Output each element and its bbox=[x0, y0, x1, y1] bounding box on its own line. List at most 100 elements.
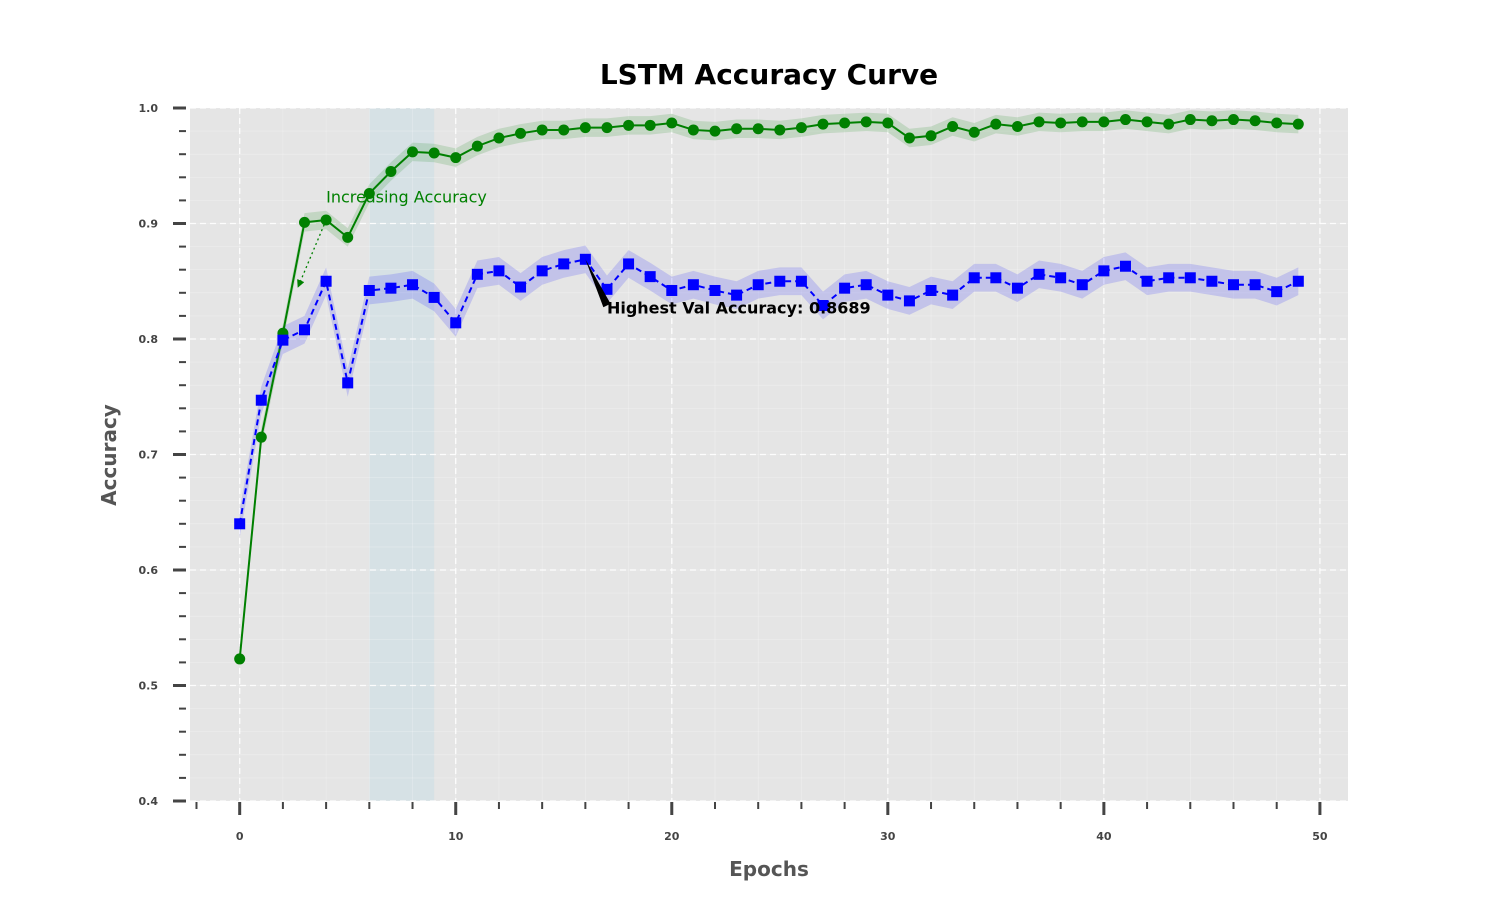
series-0-point bbox=[428, 147, 440, 159]
series-0-point bbox=[666, 117, 678, 129]
series-0-point bbox=[515, 127, 527, 139]
series-0-point bbox=[752, 123, 764, 135]
series-1-point bbox=[1271, 286, 1283, 298]
series-1-point bbox=[471, 268, 483, 280]
series-0-point bbox=[817, 118, 829, 130]
series-1-point bbox=[666, 284, 678, 296]
series-0-point bbox=[1292, 118, 1304, 130]
y-tick-label: 0.6 bbox=[139, 564, 159, 577]
series-0-point bbox=[1249, 115, 1261, 127]
series-0-point bbox=[1271, 117, 1283, 129]
series-1-point bbox=[342, 377, 354, 389]
series-0-point bbox=[795, 122, 807, 134]
series-0-point bbox=[731, 123, 743, 135]
y-tick-label: 1.0 bbox=[139, 102, 159, 115]
series-1-point bbox=[1184, 272, 1196, 284]
series-1-point bbox=[752, 279, 764, 291]
series-0-point bbox=[1011, 120, 1023, 132]
series-1-point bbox=[687, 279, 699, 291]
series-0-point bbox=[839, 117, 851, 129]
x-tick-label: 30 bbox=[880, 830, 896, 843]
series-1-point bbox=[385, 282, 397, 294]
series-0-point bbox=[709, 125, 721, 137]
y-tick-label: 0.8 bbox=[139, 333, 159, 346]
series-1-point bbox=[601, 283, 613, 295]
series-0-point bbox=[903, 132, 915, 144]
series-0-point bbox=[1055, 117, 1067, 129]
series-1-point bbox=[795, 275, 807, 287]
series-1-point bbox=[774, 275, 786, 287]
series-0-point bbox=[1227, 114, 1239, 126]
grid-layer bbox=[190, 107, 1348, 802]
series-1-point bbox=[255, 394, 267, 406]
series-0-point bbox=[385, 166, 397, 178]
series-0-point bbox=[407, 146, 419, 158]
series-0-point bbox=[1098, 116, 1110, 128]
series-0-point bbox=[342, 231, 354, 243]
series-0-point bbox=[579, 122, 591, 134]
series-1-point bbox=[817, 300, 829, 312]
series-1-point bbox=[277, 334, 289, 346]
series-1-point bbox=[990, 272, 1002, 284]
series-1-point bbox=[925, 284, 937, 296]
annotation-increasing-accuracy: Increasing Accuracy bbox=[326, 188, 487, 207]
series-1-point bbox=[1249, 279, 1261, 291]
y-axis-label: Accuracy bbox=[97, 404, 121, 506]
x-tick-label: 40 bbox=[1096, 830, 1112, 843]
series-0-point bbox=[1184, 114, 1196, 126]
x-tick-label: 10 bbox=[448, 830, 464, 843]
series-1-point bbox=[1098, 265, 1110, 277]
series-1-point bbox=[450, 317, 462, 329]
series-1-point bbox=[493, 265, 505, 277]
x-tick-label: 0 bbox=[236, 830, 244, 843]
series-1-point bbox=[947, 289, 959, 301]
series-0-point bbox=[925, 130, 937, 142]
y-tick-label: 0.7 bbox=[139, 449, 159, 462]
series-0-point bbox=[1033, 116, 1045, 128]
series-1-point bbox=[1119, 260, 1131, 272]
x-tick-label: 50 bbox=[1312, 830, 1328, 843]
series-1-point bbox=[839, 282, 851, 294]
series-0-point bbox=[601, 122, 613, 134]
y-tick-label: 0.9 bbox=[139, 218, 159, 231]
series-0-point bbox=[623, 119, 635, 131]
series-1-point bbox=[860, 279, 872, 291]
series-0-point bbox=[947, 120, 959, 132]
series-0-point bbox=[774, 124, 786, 136]
series-1-point bbox=[1206, 275, 1218, 287]
series-0-point bbox=[234, 653, 246, 665]
series-1-point bbox=[428, 291, 440, 303]
series-1-point bbox=[968, 272, 980, 284]
series-1-point bbox=[320, 275, 332, 287]
series-0-point bbox=[471, 140, 483, 152]
series-0-point bbox=[558, 124, 570, 136]
series-1-point bbox=[1055, 272, 1067, 284]
series-1-point bbox=[731, 289, 743, 301]
series-1-point bbox=[515, 281, 527, 293]
tick-layer: 0.4 0.5 0.6 0.7 0.8 0.9 1.0 0 10 20 30 40 50 bbox=[139, 102, 1328, 843]
annotation-highest-val-accuracy: Highest Val Accuracy: 0.8689 bbox=[607, 299, 871, 318]
series-1-point bbox=[1292, 275, 1304, 287]
series-0-point bbox=[1206, 115, 1218, 127]
series-0-point bbox=[299, 216, 311, 228]
chart-title: LSTM Accuracy Curve bbox=[600, 58, 938, 91]
series-0-point bbox=[536, 124, 548, 136]
series-0-point bbox=[687, 124, 699, 136]
series-1-point bbox=[1033, 268, 1045, 280]
x-axis-label: Epochs bbox=[729, 857, 809, 881]
series-0-point bbox=[255, 431, 267, 443]
marker-layer bbox=[234, 114, 1304, 665]
series-1-point bbox=[363, 284, 375, 296]
series-1-point bbox=[709, 284, 721, 296]
series-0-point bbox=[968, 126, 980, 138]
series-1-point bbox=[234, 518, 246, 530]
y-tick-label: 0.5 bbox=[139, 680, 159, 693]
annotation-arrow bbox=[297, 219, 327, 288]
series-1-point bbox=[903, 295, 915, 307]
series-1-point bbox=[623, 258, 635, 270]
series-1-point bbox=[407, 279, 419, 291]
series-1-point bbox=[1227, 279, 1239, 291]
series-0-point bbox=[990, 118, 1002, 130]
series-1-point bbox=[882, 289, 894, 301]
